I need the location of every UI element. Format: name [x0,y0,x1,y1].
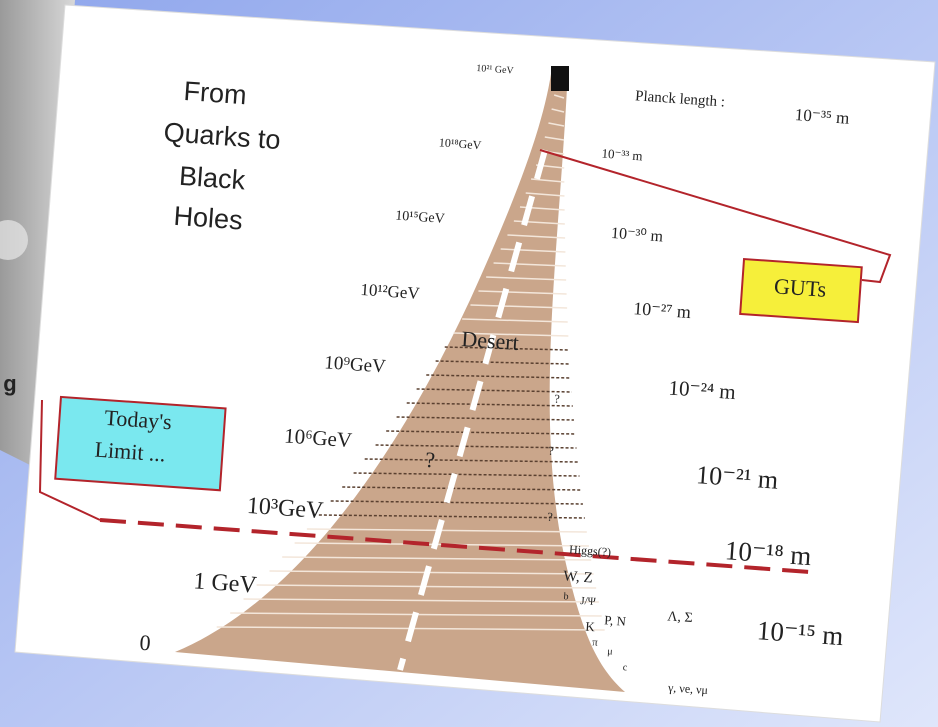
guts-label: GUTs [773,273,827,302]
funnel-top [551,66,569,91]
energy-label: 1 GeV [193,568,259,598]
particle-label: P, N [604,612,627,629]
length-label: 10⁻¹⁸ m [724,535,812,571]
particle-label: W, Z [563,568,593,586]
particle-label: J/Ψ [580,595,597,608]
energy-label: 10¹⁸GeV [438,135,482,152]
particle-label: μ [607,646,613,657]
unknown-label: ? [554,392,560,406]
title-line: Holes [173,201,244,236]
length-label: 10⁻²⁷ m [633,298,692,322]
particle-label: b [563,591,569,602]
title-line: From [183,76,248,110]
slide-fragment: g [3,371,16,396]
unknown-label: ? [424,447,435,473]
limit-label: Limit ... [94,437,166,467]
particle-label: K [585,619,596,635]
particle-label: Λ, Σ [667,609,693,626]
length-label: 10⁻³³ m [601,146,643,164]
length-label: 10⁻²⁴ m [668,375,737,404]
length-label: 10⁻³⁵ m [794,105,850,128]
unknown-label: ? [547,510,553,524]
length-label: 10⁻¹⁵ m [756,615,844,651]
desert-label: Desert [461,326,520,355]
page: g FromQuarks toBlackHoles10²¹ GeV10¹⁸GeV… [0,0,938,727]
particle-label: Higgs(?) [569,542,612,559]
title-line: Black [178,161,246,196]
energy-label: 10³GeV [246,493,325,524]
length-label: 10⁻²¹ m [695,460,779,495]
screenshot: g FromQuarks toBlackHoles10²¹ GeV10¹⁸GeV… [0,0,938,727]
energy-label: 10⁹GeV [324,352,387,377]
energy-label: 10⁶GeV [283,423,352,452]
energy-label: 0 [139,630,152,656]
unknown-label: ? [548,444,554,458]
particle-label: γ, νe, νμ [667,680,709,697]
limit-label: Today's [104,405,173,435]
